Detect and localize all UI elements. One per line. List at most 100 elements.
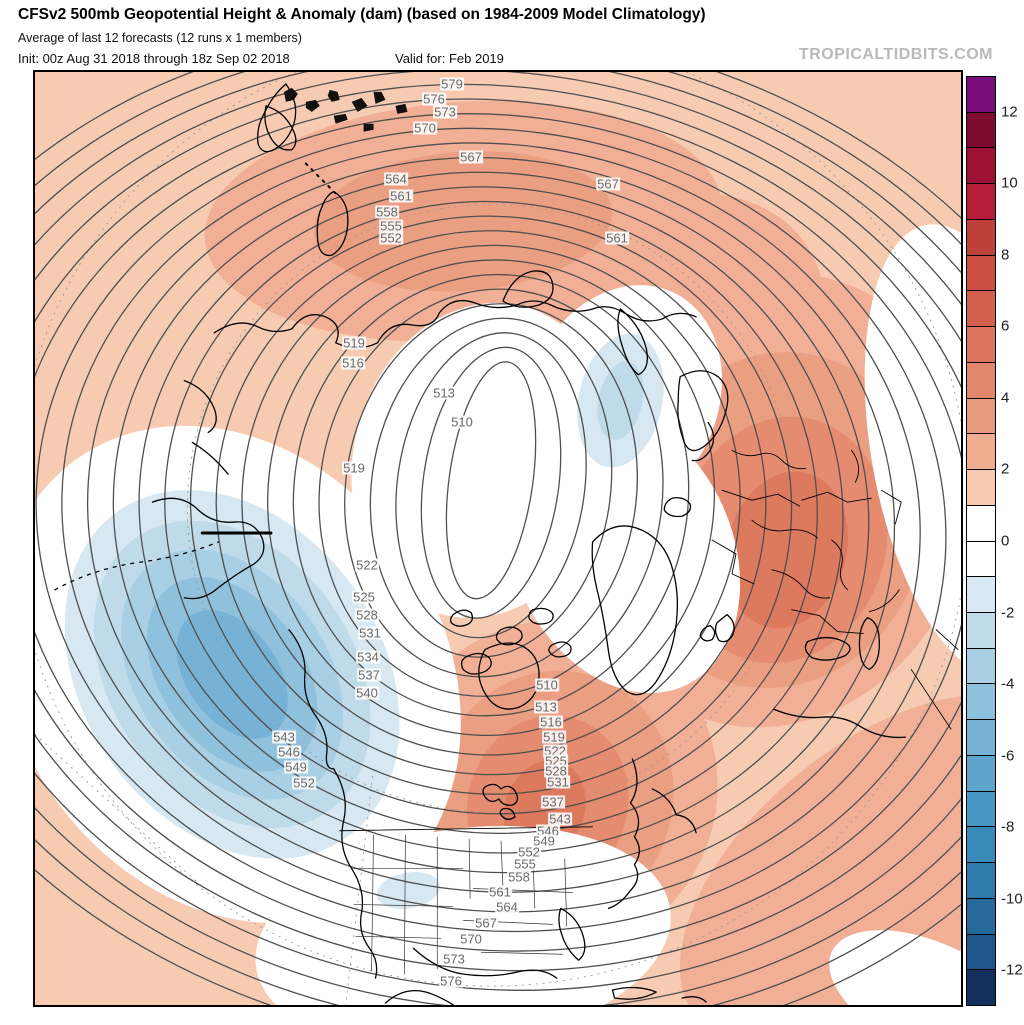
- contour-label-576: 576: [439, 973, 463, 989]
- colorbar-segment: [967, 540, 995, 577]
- colorbar-segment: [967, 433, 995, 470]
- contour-label-567: 567: [596, 176, 620, 192]
- colorbar-segment: [967, 826, 995, 863]
- map-graphic: [35, 72, 961, 1005]
- contour-label-558: 558: [375, 204, 399, 220]
- contour-label-552: 552: [517, 844, 541, 860]
- map-panel: 579 576 573 570 567 564 561 558 555 552 567 561 519 5…: [33, 70, 963, 1007]
- contour-label-510: 510: [450, 414, 474, 430]
- contour-label-525: 525: [544, 753, 568, 769]
- colorbar-tick-label: -10: [1001, 890, 1023, 908]
- contour-label-573: 573: [442, 951, 466, 967]
- forecast-average-subtitle: Average of last 12 forecasts (12 runs x …: [18, 31, 302, 45]
- contour-label-528: 528: [544, 763, 568, 779]
- page-title: CFSv2 500mb Geopotential Height & Anomal…: [18, 6, 706, 23]
- state-borders: [351, 834, 573, 975]
- colorbar-segment: [967, 790, 995, 827]
- contour-label-519: 519: [542, 729, 566, 745]
- height-contour-570: [35, 72, 961, 991]
- contour-label-567: 567: [459, 149, 483, 165]
- colorbar-segment: [967, 897, 995, 934]
- contour-label-516: 516: [539, 714, 563, 730]
- colorbar-segment: [967, 77, 995, 112]
- colorbar-tick-label: 6: [1001, 317, 1010, 335]
- colorbar-tick-label: -12: [1001, 961, 1023, 979]
- contour-label-525: 525: [352, 589, 376, 605]
- contour-label-531: 531: [358, 625, 382, 641]
- coastlines: [54, 83, 959, 1005]
- colorbar-tick-label: -2: [1001, 604, 1015, 622]
- height-contour-516: [395, 332, 587, 639]
- anomaly-shading: [35, 100, 961, 1005]
- colorbar-segment: [967, 754, 995, 791]
- colorbar-segment: [967, 933, 995, 970]
- contour-label-558: 558: [507, 869, 531, 885]
- height-contour-531: [267, 259, 716, 737]
- contour-label-555: 555: [513, 856, 537, 872]
- colorbar-segment: [967, 504, 995, 541]
- colorbar-segment: [967, 183, 995, 219]
- contour-label-564: 564: [495, 899, 519, 915]
- height-contour-549: [112, 171, 870, 854]
- colorbar-tick-label: 12: [1001, 103, 1018, 121]
- colorbar-segment: [967, 147, 995, 184]
- contour-label-549: 549: [284, 759, 308, 775]
- height-contour-534: [241, 244, 741, 756]
- contour-label-552: 552: [379, 230, 403, 246]
- init-time-label: Init: 00z Aug 31 2018 through 18z Sep 02…: [18, 51, 290, 66]
- contour-label-570: 570: [459, 931, 483, 947]
- colorbar-tick-label: 0: [1001, 532, 1010, 550]
- contour-label-573: 573: [433, 104, 457, 120]
- contour-label-531: 531: [546, 774, 570, 790]
- contour-label-543: 543: [548, 811, 572, 827]
- height-contour-543: [164, 200, 818, 815]
- colorbar-segment: [967, 361, 995, 398]
- contour-label-555: 555: [379, 218, 403, 234]
- contour-label-522: 522: [543, 743, 567, 759]
- contour-label-567: 567: [474, 915, 498, 931]
- height-contour-528: [292, 273, 690, 717]
- height-contour-540: [189, 215, 793, 795]
- contour-label-561: 561: [389, 188, 413, 204]
- colorbar-segment: [967, 683, 995, 720]
- colorbar-segment: [967, 111, 995, 148]
- contour-label-561: 561: [605, 230, 629, 246]
- contour-label-546: 546: [536, 823, 560, 839]
- colorbar-tick-label: 2: [1001, 460, 1010, 478]
- colorbar-segment: [967, 326, 995, 362]
- contour-label-564: 564: [384, 171, 408, 187]
- contour-label-552: 552: [292, 775, 316, 791]
- height-contour-558: [35, 127, 947, 913]
- colorbar-segment: [967, 218, 995, 255]
- colorbar-segment: [967, 290, 995, 327]
- contour-label-579: 579: [440, 76, 464, 92]
- contour-label-537: 537: [541, 794, 565, 810]
- height-contour-546: [138, 186, 844, 834]
- colorbar-tick-label: 10: [1001, 174, 1018, 192]
- colorbar-segment: [967, 612, 995, 648]
- colorbar-segment: [967, 969, 995, 1006]
- contour-label-519: 519: [342, 460, 366, 476]
- height-contour-567: [35, 83, 961, 972]
- colorbar-segment: [967, 254, 995, 291]
- colorbar-tick-label: -8: [1001, 818, 1015, 836]
- contour-label-522: 522: [355, 557, 379, 573]
- height-contour-552: [87, 156, 896, 874]
- contour-label-513: 513: [534, 699, 558, 715]
- contour-label-576: 576: [422, 91, 446, 107]
- height-contour-561: [35, 113, 961, 933]
- contour-label-534: 534: [356, 649, 380, 665]
- colorbar-segment: [967, 862, 995, 898]
- contour-label-513: 513: [432, 385, 456, 401]
- contour-label-516: 516: [341, 355, 365, 371]
- contour-label-570: 570: [413, 120, 437, 136]
- colorbar-tick-label: 4: [1001, 389, 1010, 407]
- contour-label-540: 540: [355, 685, 379, 701]
- anomaly-colorbar: [966, 76, 996, 1006]
- height-contour-564: [35, 98, 961, 952]
- colorbar-segment: [967, 576, 995, 613]
- height-contour-573: [35, 72, 961, 1005]
- colorbar-tick-label: -6: [1001, 747, 1015, 765]
- contour-label-546: 546: [277, 744, 301, 760]
